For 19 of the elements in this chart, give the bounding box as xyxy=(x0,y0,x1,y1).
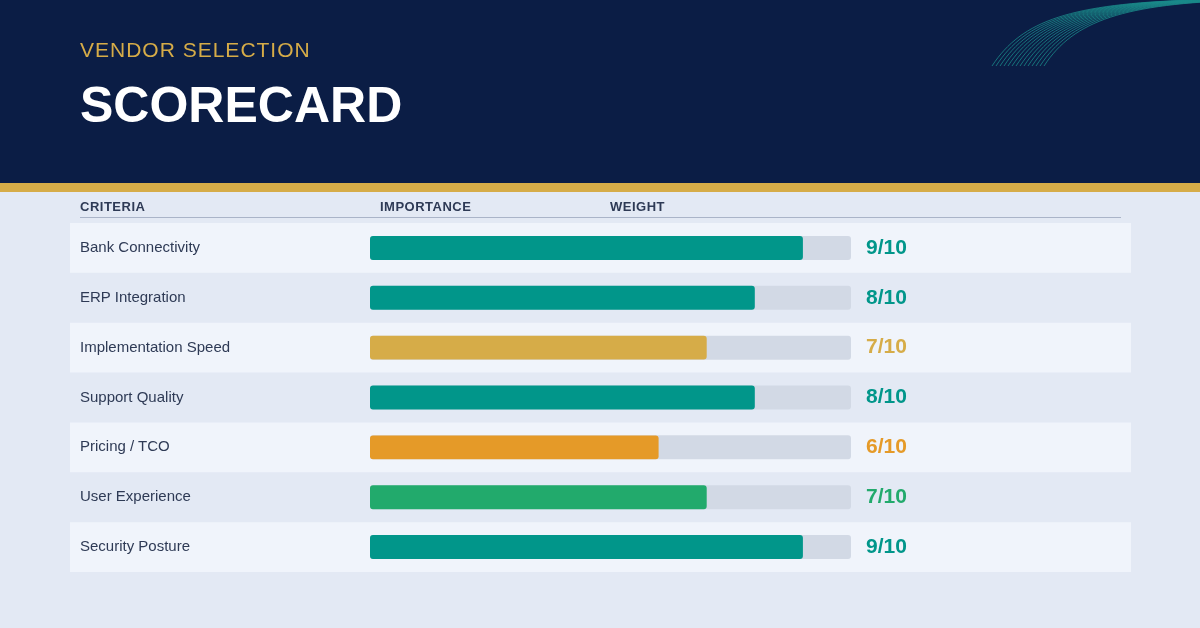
y-tick-label: Implementation Speed xyxy=(80,337,231,355)
y-tick-label: ERP Integration xyxy=(80,287,186,305)
data-label: 6/10 xyxy=(866,434,907,458)
y-tick-label: Support Quality xyxy=(80,387,184,405)
y-tick-label: Security Posture xyxy=(80,537,191,555)
y-tick-label: Bank Connectivity xyxy=(80,238,201,256)
y-tick-label: Pricing / TCO xyxy=(80,437,170,455)
data-label: 7/10 xyxy=(866,484,907,508)
data-label: 8/10 xyxy=(866,384,907,408)
y-tick-label: User Experience xyxy=(80,487,191,505)
data-label: 7/10 xyxy=(866,334,907,358)
text: VENDOR SELECTION xyxy=(80,38,311,62)
data-label: 9/10 xyxy=(866,234,907,258)
text: WEIGHT xyxy=(610,199,665,214)
text: CRITERIA xyxy=(80,199,146,214)
data-label: 9/10 xyxy=(866,533,907,557)
data-label: 8/10 xyxy=(866,284,907,308)
chart-title: SCORECARD xyxy=(80,76,403,134)
text: IMPORTANCE xyxy=(380,199,472,214)
